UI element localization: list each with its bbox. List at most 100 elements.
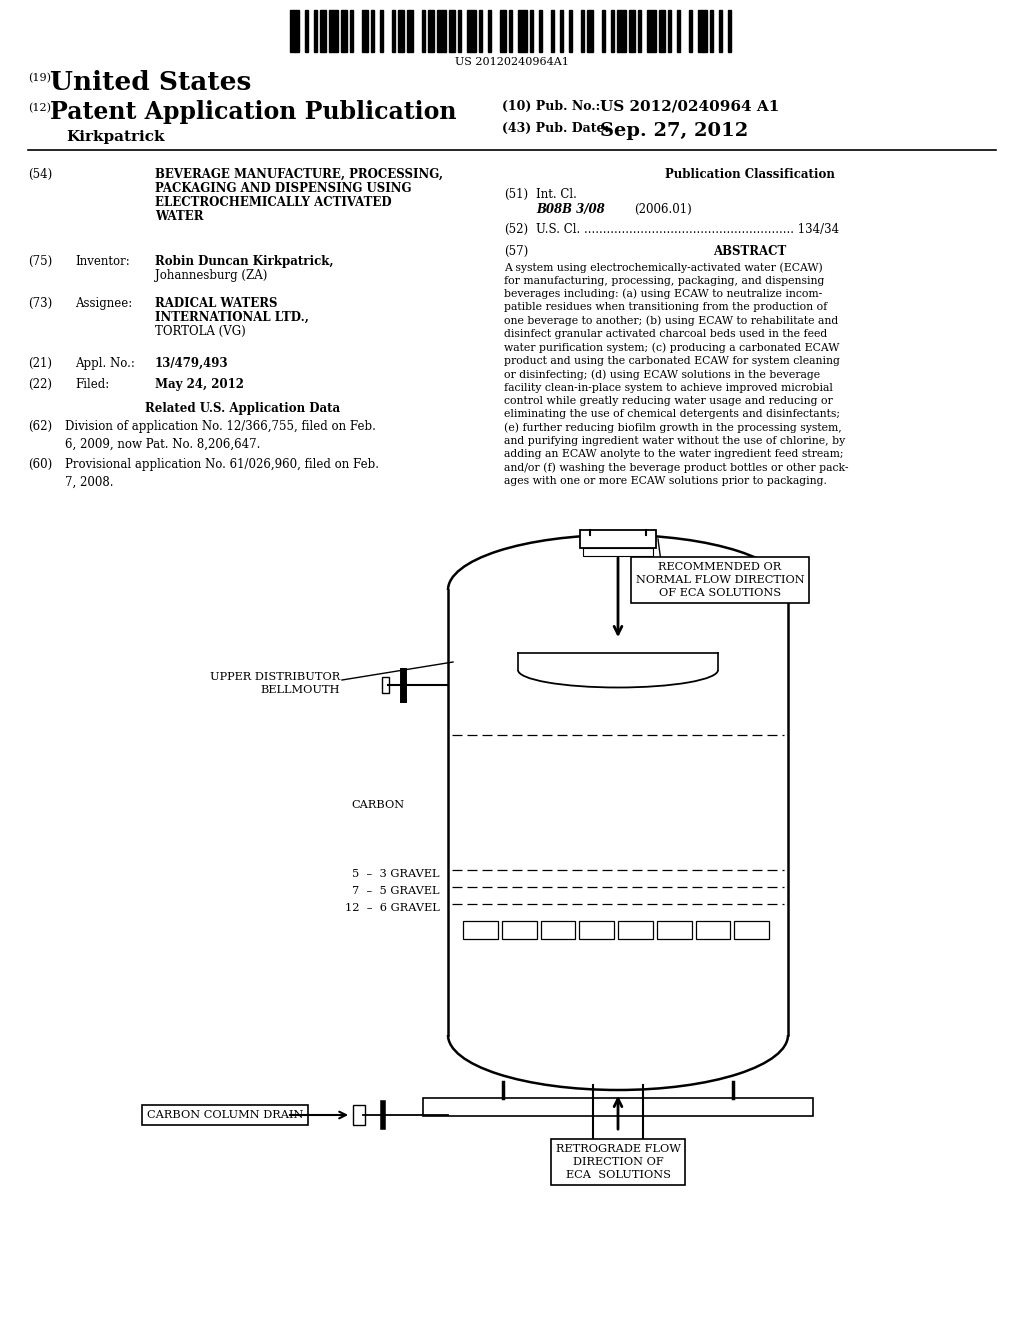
Text: (21): (21) [28,356,52,370]
Bar [458,11,461,51]
Bar [353,1105,365,1125]
Text: INTERNATIONAL LTD.,: INTERNATIONAL LTD., [155,312,309,323]
Bar [329,11,338,51]
Text: Sep. 27, 2012: Sep. 27, 2012 [600,121,749,140]
Bar [437,11,446,51]
Bar [398,11,404,51]
Text: Provisional application No. 61/026,960, filed on Feb.
7, 2008.: Provisional application No. 61/026,960, … [65,458,379,488]
Bar [698,11,707,51]
Bar [488,11,490,51]
Bar [362,11,368,51]
Text: A system using electrochemically-activated water (ECAW)
for manufacturing, proce: A system using electrochemically-activat… [504,261,849,486]
Text: (51): (51) [504,187,528,201]
Bar [710,11,713,51]
Text: 5  –  3 GRAVEL: 5 – 3 GRAVEL [352,869,440,879]
Text: (2006.01): (2006.01) [634,203,692,216]
Bar [382,677,389,693]
Text: (22): (22) [28,378,52,391]
Bar [695,921,730,939]
Bar [463,921,498,939]
Text: Publication Classification: Publication Classification [665,168,835,181]
Bar [629,11,635,51]
Text: (43) Pub. Date:: (43) Pub. Date: [502,121,609,135]
Bar [319,11,326,51]
Bar [479,11,482,51]
Text: UPPER DISTRIBUTOR
BELLMOUTH: UPPER DISTRIBUTOR BELLMOUTH [210,672,340,696]
Bar [580,921,614,939]
Text: (60): (60) [28,458,52,471]
Text: PACKAGING AND DISPENSING USING: PACKAGING AND DISPENSING USING [155,182,412,195]
Text: RETROGRADE FLOW
DIRECTION OF
ECA  SOLUTIONS: RETROGRADE FLOW DIRECTION OF ECA SOLUTIO… [555,1144,681,1180]
Text: RECOMMENDED OR
NORMAL FLOW DIRECTION
OF ECA SOLUTIONS: RECOMMENDED OR NORMAL FLOW DIRECTION OF … [636,562,804,598]
Bar [500,11,506,51]
Text: Division of application No. 12/366,755, filed on Feb.
6, 2009, now Pat. No. 8,20: Division of application No. 12/366,755, … [65,420,376,451]
Text: Appl. No.:: Appl. No.: [75,356,135,370]
Text: (73): (73) [28,297,52,310]
Text: Assignee:: Assignee: [75,297,132,310]
Text: May 24, 2012: May 24, 2012 [155,378,244,391]
Bar [618,921,652,939]
Text: Inventor:: Inventor: [75,255,130,268]
Text: (57): (57) [504,246,528,257]
Bar [719,11,722,51]
Text: (52): (52) [504,223,528,236]
Text: (12): (12) [28,103,51,114]
Bar [583,548,653,556]
Bar [380,11,383,51]
Text: 7  –  5 GRAVEL: 7 – 5 GRAVEL [352,886,440,896]
Bar [677,11,680,51]
Bar [428,11,434,51]
Text: United States: United States [50,70,251,95]
Text: BEVERAGE MANUFACTURE, PROCESSING,: BEVERAGE MANUFACTURE, PROCESSING, [155,168,443,181]
Text: TORTOLA (VG): TORTOLA (VG) [155,325,246,338]
Bar [341,11,347,51]
Bar [518,11,527,51]
Text: Patent Application Publication: Patent Application Publication [50,100,457,124]
Bar [422,11,425,51]
Text: U.S. Cl. ........................................................ 134/34: U.S. Cl. ...............................… [536,223,839,236]
Text: (62): (62) [28,420,52,433]
Bar [290,11,299,51]
Bar [581,11,584,51]
Text: ELECTROCHEMICALLY ACTIVATED: ELECTROCHEMICALLY ACTIVATED [155,195,391,209]
Text: CARBON: CARBON [352,800,406,810]
Text: Robin Duncan Kirkpatrick,: Robin Duncan Kirkpatrick, [155,255,334,268]
Bar [509,11,512,51]
Text: 13/479,493: 13/479,493 [155,356,228,370]
Text: US 2012/0240964 A1: US 2012/0240964 A1 [600,100,779,114]
Bar [602,11,605,51]
Text: Int. Cl.: Int. Cl. [536,187,577,201]
Bar [734,921,769,939]
Bar [305,11,308,51]
Bar [689,11,692,51]
Bar [668,11,671,51]
Text: Johannesburg (ZA): Johannesburg (ZA) [155,269,267,282]
Text: (19): (19) [28,73,51,83]
Text: (75): (75) [28,255,52,268]
Bar [728,11,731,51]
Bar [659,11,665,51]
Bar [656,921,691,939]
Bar [551,11,554,51]
Bar [467,11,476,51]
Text: B08B 3/08: B08B 3/08 [536,203,605,216]
Bar [530,11,534,51]
Bar [569,11,572,51]
Text: (10) Pub. No.:: (10) Pub. No.: [502,100,600,114]
Text: Related U.S. Application Data: Related U.S. Application Data [145,403,340,414]
Text: ABSTRACT: ABSTRACT [714,246,786,257]
Text: CARBON COLUMN DRAIN: CARBON COLUMN DRAIN [146,1110,303,1119]
Bar [587,11,593,51]
Bar [371,11,374,51]
Bar [539,11,542,51]
Bar [407,11,413,51]
Text: 12  –  6 GRAVEL: 12 – 6 GRAVEL [345,903,440,913]
Bar [541,921,575,939]
Bar [580,531,656,548]
Bar [502,921,537,939]
Text: US 20120240964A1: US 20120240964A1 [455,57,569,67]
Text: Kirkpatrick: Kirkpatrick [66,129,165,144]
Text: (54): (54) [28,168,52,181]
Bar [611,11,614,51]
Bar [449,11,455,51]
